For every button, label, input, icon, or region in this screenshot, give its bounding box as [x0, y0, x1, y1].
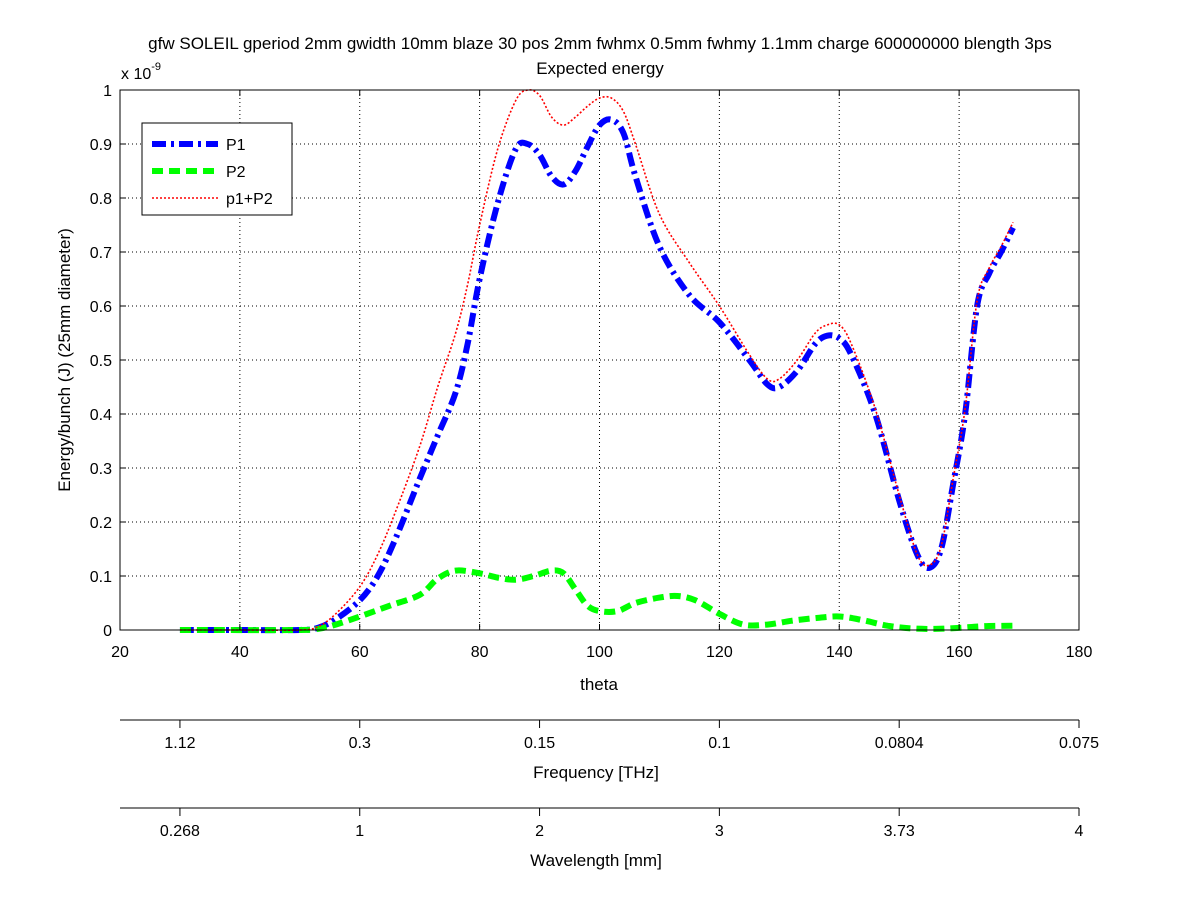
x-tick-label: 100 [586, 644, 613, 661]
secondary-axis-tick-label: 2 [535, 823, 544, 840]
secondary-axis-tick-label: 4 [1075, 823, 1084, 840]
secondary-axis-tick-label: 3.73 [884, 823, 915, 840]
axes-layer [119, 89, 1080, 631]
tick-label-layer: 20 40 60 80 100 120 140 160 180 0 0.1 0.2 0.3 0.4 0.5 0… [90, 83, 1093, 661]
x-tick-label: 160 [946, 644, 973, 661]
secondary-axis-tick-label: 0.0804 [875, 735, 924, 752]
y-multiplier: x 10-9 [121, 61, 161, 83]
y-tick-label: 0.5 [90, 353, 112, 370]
chart-subtitle: Expected energy [536, 59, 664, 78]
legend: P1 P2 p1+P2 [141, 122, 293, 216]
x-axis-label: theta [580, 675, 618, 694]
secondary-axis-tick-label: 0.1 [708, 735, 730, 752]
secondary-axes: 1.12 0.3 0.15 0.1 0.0804 0.075 Frequency [THz]… [120, 719, 1099, 870]
y-multiplier-exponent: -9 [151, 61, 161, 73]
legend-label-1: P1 [226, 137, 246, 154]
y-tick-label: 0.7 [90, 245, 112, 262]
x-tick-label: 80 [471, 644, 489, 661]
y-tick-label: 0.1 [90, 569, 112, 586]
secondary-axis-label-2: Wavelength [mm] [530, 851, 662, 870]
secondary-axis-tick-label: 1.12 [164, 735, 195, 752]
plot-frame [119, 89, 1080, 631]
chart-title: gfw SOLEIL gperiod 2mm gwidth 10mm blaze… [148, 34, 1052, 53]
y-tick-label: 1 [103, 83, 112, 100]
x-tick-label: 20 [111, 644, 129, 661]
secondary-axis-tick-label: 0.268 [160, 823, 200, 840]
legend-label-3: p1+P2 [226, 191, 273, 208]
y-tick-label: 0.4 [90, 407, 112, 424]
y-tick-label: 0.9 [90, 137, 112, 154]
y-tick-label: 0.8 [90, 191, 112, 208]
y-multiplier-base: x 10 [121, 66, 151, 83]
series-layer [179, 88, 1016, 634]
secondary-axis-tick-label: 0.15 [524, 735, 555, 752]
y-tick-label: 0.2 [90, 515, 112, 532]
x-tick-label: 40 [231, 644, 249, 661]
y-tick-label: 0 [103, 623, 112, 640]
y-axis-label: Energy/bunch (J) (25mm diameter) [55, 228, 74, 492]
secondary-axis-tick-label: 0.075 [1059, 735, 1099, 752]
legend-label-2: P2 [226, 164, 246, 181]
x-tick-label: 140 [826, 644, 853, 661]
y-tick-label: 0.6 [90, 299, 112, 316]
secondary-axis-tick-label: 1 [355, 823, 364, 840]
series-line-2 [179, 567, 1014, 634]
y-tick-label: 0.3 [90, 461, 112, 478]
secondary-axis-tick-label: 3 [715, 823, 724, 840]
series-line-1 [179, 116, 1016, 634]
legend-box [141, 122, 293, 216]
secondary-axis-label-1: Frequency [THz] [533, 763, 659, 782]
x-tick-label: 60 [351, 644, 369, 661]
x-tick-label: 180 [1066, 644, 1093, 661]
x-tick-label: 120 [706, 644, 733, 661]
secondary-axis-tick-label: 0.3 [349, 735, 371, 752]
